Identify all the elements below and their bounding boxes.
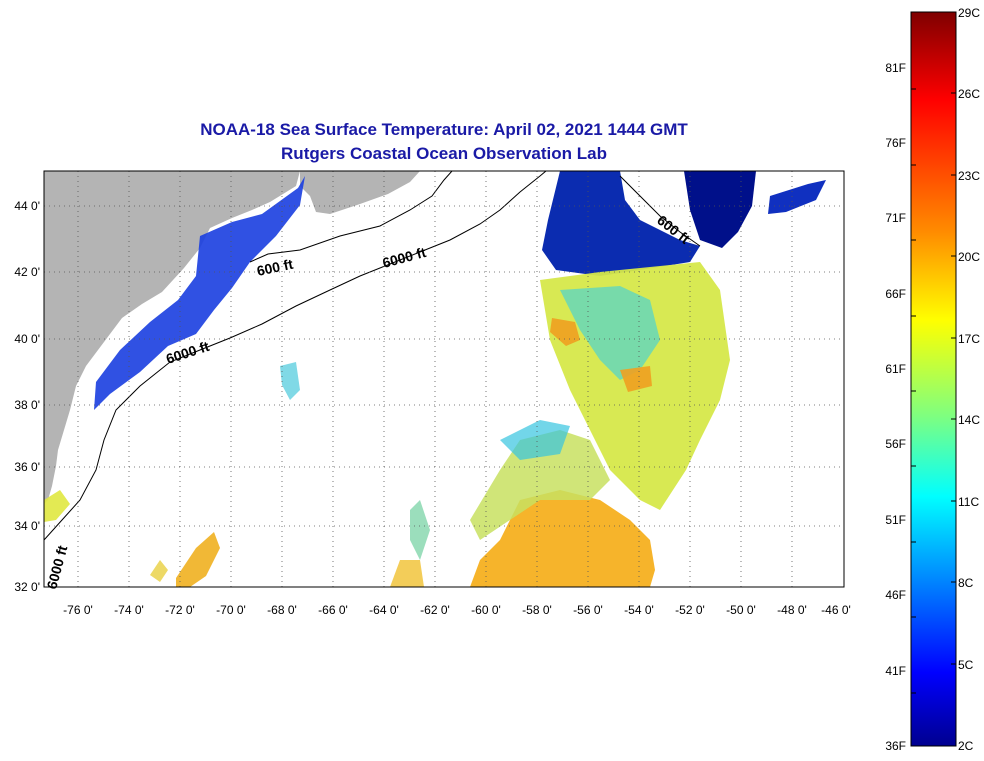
colorbar-c-label: 5C xyxy=(958,658,974,672)
lon-label: -68 0' xyxy=(267,603,297,617)
colorbar-f-label: 51F xyxy=(885,513,906,527)
colorbar-c-label: 14C xyxy=(958,413,980,427)
sst-cyan-patches xyxy=(500,420,570,460)
map-frame xyxy=(43,170,845,588)
lon-label: -60 0' xyxy=(471,603,501,617)
colorbar-c-label: 2C xyxy=(958,739,974,753)
contour-600ft xyxy=(249,171,453,263)
lon-label: -74 0' xyxy=(114,603,144,617)
colorbar-f-label: 81F xyxy=(885,61,906,75)
lat-label: 38 0' xyxy=(14,398,40,412)
map-grid xyxy=(44,171,844,587)
colorbar-c-label: 23C xyxy=(958,169,980,183)
sst-patch-west-2 xyxy=(150,560,168,582)
lon-label: -50 0' xyxy=(726,603,756,617)
lon-label: -52 0' xyxy=(675,603,705,617)
colorbar-f-label: 41F xyxy=(885,664,906,678)
sst-swath-greenish xyxy=(560,286,660,380)
sst-mixed-south xyxy=(470,430,610,540)
cold-water-gulf-maine xyxy=(94,176,305,410)
cold-water-far-east xyxy=(768,180,826,214)
lon-label: -66 0' xyxy=(318,603,348,617)
sst-swath-orange-2 xyxy=(620,366,652,392)
lat-label: 40 0' xyxy=(14,332,40,346)
colorbar-c-label: 26C xyxy=(958,87,980,101)
lon-label: -70 0' xyxy=(216,603,246,617)
colorbar-c-label: 8C xyxy=(958,576,974,590)
colorbar-c-label: 11C xyxy=(958,495,979,509)
colorbar-c-label: 17C xyxy=(958,332,980,346)
sst-patch-cyan xyxy=(280,362,300,400)
colorbar-f-label: 46F xyxy=(885,588,906,602)
lat-label: 42 0' xyxy=(14,265,40,279)
lon-label: -58 0' xyxy=(522,603,552,617)
lon-label: -46 0' xyxy=(821,603,851,617)
lon-label: -64 0' xyxy=(369,603,399,617)
colorbar xyxy=(910,11,957,747)
map-subtitle: Rutgers Coastal Ocean Observation Lab xyxy=(281,144,607,163)
colorbar-f-label: 66F xyxy=(885,287,906,301)
land-nova-scotia xyxy=(300,171,420,214)
sst-swath-orange-1 xyxy=(550,318,580,346)
colorbar-f-label: 76F xyxy=(885,136,906,150)
colorbar-ticks xyxy=(911,88,956,694)
cold-water-northeast xyxy=(684,171,756,248)
contour-label: 600 ft xyxy=(255,256,294,279)
colorbar-c-label: 29C xyxy=(958,6,980,20)
colorbar-f-label: 36F xyxy=(885,739,906,753)
colorbar-c-label: 20C xyxy=(958,250,980,264)
lat-label: 32 0' xyxy=(14,580,40,594)
lon-label: -48 0' xyxy=(777,603,807,617)
lon-label: -76 0' xyxy=(63,603,93,617)
land-mass xyxy=(44,171,300,504)
colorbar-f-label: 56F xyxy=(885,437,906,451)
colorbar-f-label: 71F xyxy=(885,211,906,225)
lat-label: 44 0' xyxy=(14,199,40,213)
lon-label: -62 0' xyxy=(420,603,450,617)
contour-600ft-east xyxy=(619,175,701,247)
lat-label: 36 0' xyxy=(14,460,40,474)
sst-patch-scatter-2 xyxy=(390,560,424,587)
sst-patch-west xyxy=(176,532,220,587)
sst-patch-scatter-1 xyxy=(410,500,430,560)
cold-water-east xyxy=(542,171,700,276)
colorbar-f-label: 61F xyxy=(885,362,906,376)
lon-label: -56 0' xyxy=(573,603,603,617)
lat-label: 34 0' xyxy=(14,519,40,533)
lon-label: -72 0' xyxy=(165,603,195,617)
map-title: NOAA-18 Sea Surface Temperature: April 0… xyxy=(200,120,688,139)
lon-label: -54 0' xyxy=(624,603,654,617)
contour-6000ft xyxy=(44,171,547,541)
sst-patch-yellow-coast xyxy=(44,490,70,522)
